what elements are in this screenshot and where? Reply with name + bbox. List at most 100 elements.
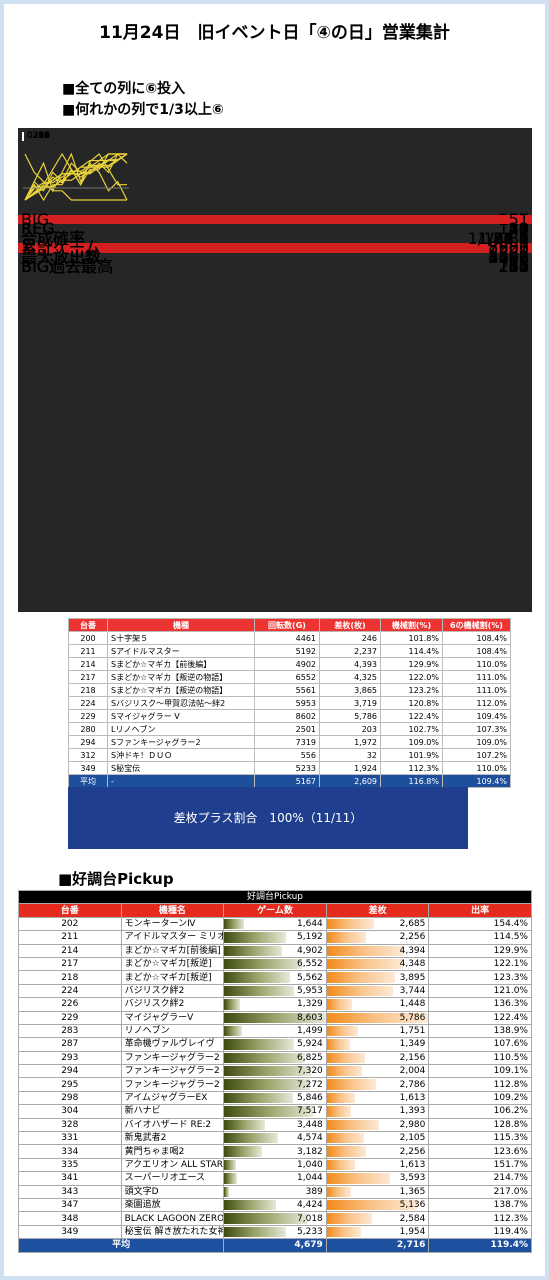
cell: -	[107, 774, 255, 788]
cell: 200	[68, 631, 108, 645]
stat-value: 1/16.3	[477, 228, 529, 248]
cell-value: 1,751	[399, 1026, 426, 1037]
cell: 5167	[254, 774, 320, 788]
stat-row: BIG過去最高 51	[18, 258, 532, 275]
cell: 4,325	[319, 670, 381, 684]
stat-row: 最大放出数 688	[18, 249, 532, 266]
table-row: 202 モンキーターンⅣ 1,644 2,685 154.4%	[18, 916, 532, 932]
value-bar	[224, 1052, 305, 1064]
cell: リノヘブン	[120, 1023, 225, 1039]
cell: 151.7%	[428, 1157, 532, 1173]
cell: 106.2%	[428, 1104, 532, 1119]
stat-label: BIG過去最高	[21, 256, 114, 276]
stats: BIG 51 REG 13 合成確率 1/81.8 累計ゲーム 5233 最大放出数 2292 BI…	[18, 210, 532, 275]
stat-label: BIG過去最高	[21, 256, 114, 276]
stat-value: 260	[498, 256, 529, 276]
table-row: 217 Sまどか☆マギカ【叛逆の物語】 6552 4,325 122.0% 111.0%	[68, 670, 511, 684]
stat-label: BIG過去最高	[21, 256, 114, 276]
stat-row: BIG過去最高 31	[18, 256, 532, 276]
stat-value: 43	[508, 219, 529, 239]
table-row: 211 Sアイドルマスター 5192 2,237 114.4% 108.4%	[68, 644, 511, 658]
stat-value: 39	[508, 219, 529, 239]
cell-value: 2,004	[399, 1066, 426, 1077]
cell-value: 1,499	[297, 1026, 323, 1037]
table-row: 229 マイジャグラーV 8,603 5,786 122.4%	[18, 1010, 532, 1025]
stat-label: 最大放出数	[21, 247, 102, 267]
table-row: 218 Sまどか☆マギカ【叛逆の物語】 5561 3,865 123.2% 111.0%	[68, 683, 511, 697]
stat-row: BIG過去最高 17	[18, 258, 532, 275]
cell-value: 1,644	[297, 918, 323, 929]
column-header: 出率	[428, 903, 532, 918]
cell: 4,679	[223, 1238, 327, 1253]
value-bar	[327, 999, 353, 1010]
cell: 4902	[254, 657, 320, 671]
cell: スーパーリオエース	[120, 1171, 225, 1186]
stat-row: 最大放出数 4177	[18, 247, 532, 267]
cell-value: 1,040	[297, 1160, 323, 1170]
stat-row: 最大放出数 1647	[18, 249, 532, 266]
cell: 112.3%	[428, 1211, 532, 1226]
sparkline	[23, 152, 129, 201]
cell: 295	[18, 1077, 122, 1092]
stat-value: 556	[498, 238, 529, 258]
stat-value: 1/17.9	[477, 228, 529, 248]
bar-cell: 4,348	[325, 956, 430, 972]
cell-value: 5,924	[297, 1039, 323, 1050]
cell: 120.8%	[380, 696, 443, 710]
cell-value: 1,393	[399, 1106, 426, 1117]
cell: 109.4%	[442, 709, 511, 723]
summary-table: 台番 機種 回転数(G) 差枚(枚) 機械割(%) 6の機械割(%) 200 S十字架５ 446…	[68, 618, 511, 788]
bar-cell: 5,846	[223, 1090, 327, 1106]
cell-value: 3,182	[297, 1146, 323, 1157]
bar-cell: 6,552	[223, 956, 327, 972]
value-bar	[224, 918, 244, 930]
stat-row: REG 31	[18, 221, 532, 238]
trend-line	[24, 153, 127, 202]
cell: 224	[18, 983, 122, 999]
cell: 122.0%	[380, 670, 443, 684]
cell: 1,972	[319, 735, 381, 749]
cell-value: 5,562	[297, 972, 323, 983]
cell-value: 2,256	[399, 1146, 426, 1157]
cell-value: 5,786	[399, 1012, 426, 1023]
value-bar	[224, 945, 283, 956]
id-marker	[22, 132, 24, 141]
stat-label: 累計ゲーム	[21, 238, 101, 258]
cell: 111.0%	[442, 670, 511, 684]
cell: BLACK LAGOON ZERO bullet MAX	[120, 1211, 225, 1226]
stat-value: 63	[508, 256, 529, 276]
stat-value: 4177	[488, 247, 529, 267]
cell: 217.0%	[428, 1184, 532, 1199]
stat-label: 最大放出数	[21, 247, 102, 267]
value-bar	[224, 1133, 279, 1144]
cell: 頭文字D	[120, 1184, 225, 1199]
stat-row: 累計ゲーム 2501	[18, 239, 532, 256]
cell: 116.8%	[380, 774, 443, 788]
stat-label: 最大放出数	[21, 247, 102, 267]
cell-value: 1,044	[297, 1173, 323, 1184]
column-header: 機種名	[120, 903, 225, 918]
stat-row: 累計ゲーム 7320	[18, 239, 532, 256]
stat-label: BIG過去最高	[21, 256, 114, 276]
stat-value: 9	[518, 219, 529, 239]
table-row: 343 頭文字D 389 1,365 217.0%	[18, 1184, 532, 1199]
bar-cell: 3,744	[325, 983, 430, 999]
stat-row: REG 9	[18, 219, 532, 239]
cell-value: 1,448	[399, 999, 426, 1010]
value-bar	[224, 1213, 308, 1224]
cell: 129.9%	[380, 657, 443, 671]
bar-cell: 2,980	[325, 1117, 430, 1133]
stat-value: 51	[508, 210, 529, 229]
value-bar	[224, 972, 290, 983]
table-row: 287 革命機ヴァルヴレイヴ 5,924 1,349 107.6%	[18, 1037, 532, 1052]
cell-value: 4,394	[399, 945, 426, 956]
cell-value: 1,349	[399, 1039, 426, 1050]
bar-cell: 1,448	[325, 997, 430, 1012]
title: 11月24日 旧イベント日「④の日」営業集計	[99, 23, 450, 43]
machine-id: 0200	[27, 131, 50, 141]
cell-value: 1,365	[399, 1186, 426, 1197]
stat-row: 最大放出数 4793	[18, 249, 532, 266]
column-header: 差枚	[325, 903, 430, 918]
bar-cell: 7,517	[223, 1104, 327, 1119]
cell: 348	[18, 1211, 122, 1226]
